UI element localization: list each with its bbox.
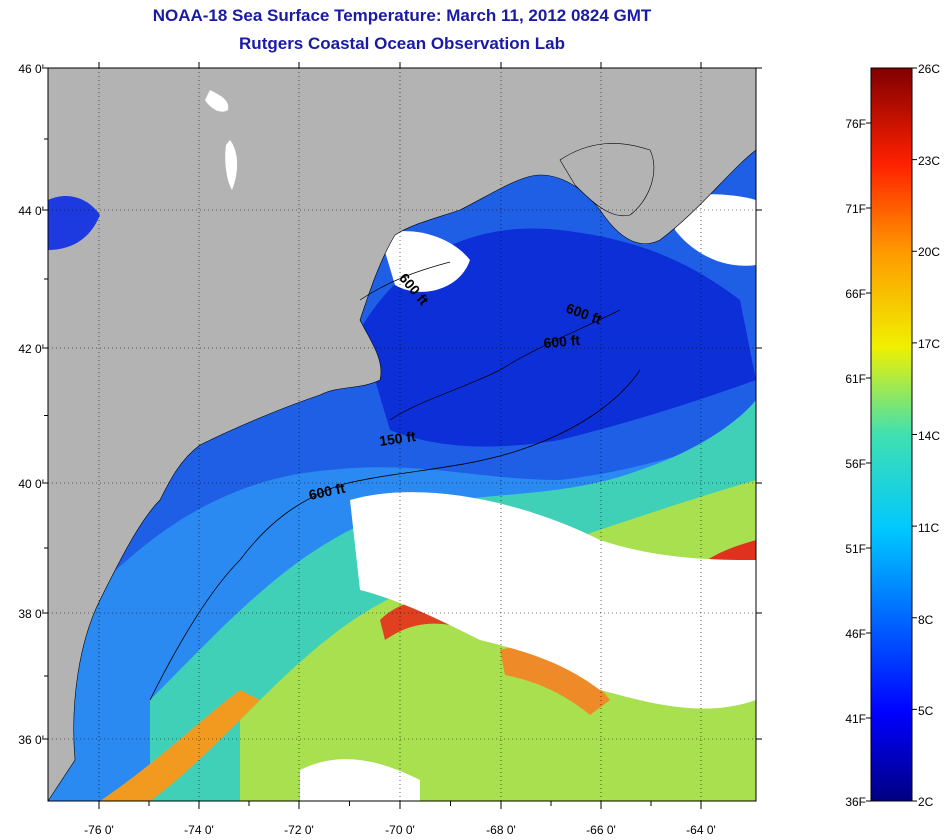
contour-label-4: 150 ft [378, 428, 417, 449]
cb-label-26c: 26C [918, 62, 940, 76]
lat-label-36: 36 0' [18, 733, 44, 747]
cloud-cover-south [300, 759, 420, 801]
isobath-600ft-georges [389, 309, 621, 421]
lon-label-74: -74 0' [184, 823, 214, 837]
cb-label-61f: 61F [845, 372, 866, 386]
lat-label-46: 46 0' [18, 62, 44, 76]
gulf-of-maine-cold-water [360, 228, 756, 447]
map-frame [47, 67, 757, 802]
lon-label-72: -72 0' [284, 823, 314, 837]
gulf-stream-warm-band [100, 690, 260, 801]
isobath-600ft-maine [359, 261, 451, 301]
lat-label-42: 42 0' [18, 342, 44, 356]
cb-label-46f: 46F [845, 627, 866, 641]
cb-label-20c: 20C [918, 245, 940, 259]
lat-label-40: 40 0' [18, 477, 44, 491]
colorbar: 26C 23C 20C 17C 14C 11C 8C 5C 2C 76F 71F… [845, 62, 940, 809]
cloud-cover-offshore [350, 492, 756, 709]
lat-label-38: 38 0' [18, 607, 44, 621]
cb-label-5c: 5C [918, 704, 934, 718]
cb-label-11c: 11C [918, 521, 939, 535]
cb-label-71f: 71F [845, 202, 866, 216]
warm-eddy-2 [500, 647, 610, 715]
cb-label-17c: 17C [918, 337, 940, 351]
cb-label-8c: 8C [918, 613, 934, 627]
lake-snow-2 [225, 140, 238, 190]
lake-ontario [48, 195, 100, 250]
lake-snow-1 [205, 90, 229, 112]
cb-label-23c: 23C [918, 154, 940, 168]
map-title: NOAA-18 Sea Surface Temperature: March 1… [152, 6, 652, 25]
land-mass [48, 68, 756, 801]
axis-ticks [42, 62, 762, 809]
contour-label-3: 600 ft [543, 332, 581, 351]
cb-label-66f: 66F [845, 287, 866, 301]
map-subtitle: Rutgers Coastal Ocean Observation Lab [239, 34, 565, 53]
lon-label-66: -66 0' [586, 823, 616, 837]
map-area [48, 68, 756, 801]
contour-label-5: 600 ft [307, 480, 346, 503]
colorbar-gradient [870, 67, 913, 802]
colorbar-ticks [866, 67, 917, 802]
cloud-cover-coast [380, 231, 470, 292]
nova-scotia [559, 143, 655, 217]
cb-label-41f: 41F [845, 712, 866, 726]
lon-label-70: -70 0' [385, 823, 415, 837]
cb-label-56f: 56F [845, 457, 866, 471]
cb-label-36f: 36F [845, 795, 866, 809]
lon-label-68: -68 0' [486, 823, 516, 837]
cb-label-51f: 51F [845, 542, 866, 556]
lon-label-76: -76 0' [84, 823, 114, 837]
isobath-600ft-shelf-break [149, 369, 641, 701]
lon-label-64: -64 0' [686, 823, 716, 837]
lat-label-44: 44 0' [18, 204, 44, 218]
cb-label-14c: 14C [918, 429, 940, 443]
cb-label-76f: 76F [845, 117, 866, 131]
cb-label-2c: 2C [918, 795, 934, 809]
